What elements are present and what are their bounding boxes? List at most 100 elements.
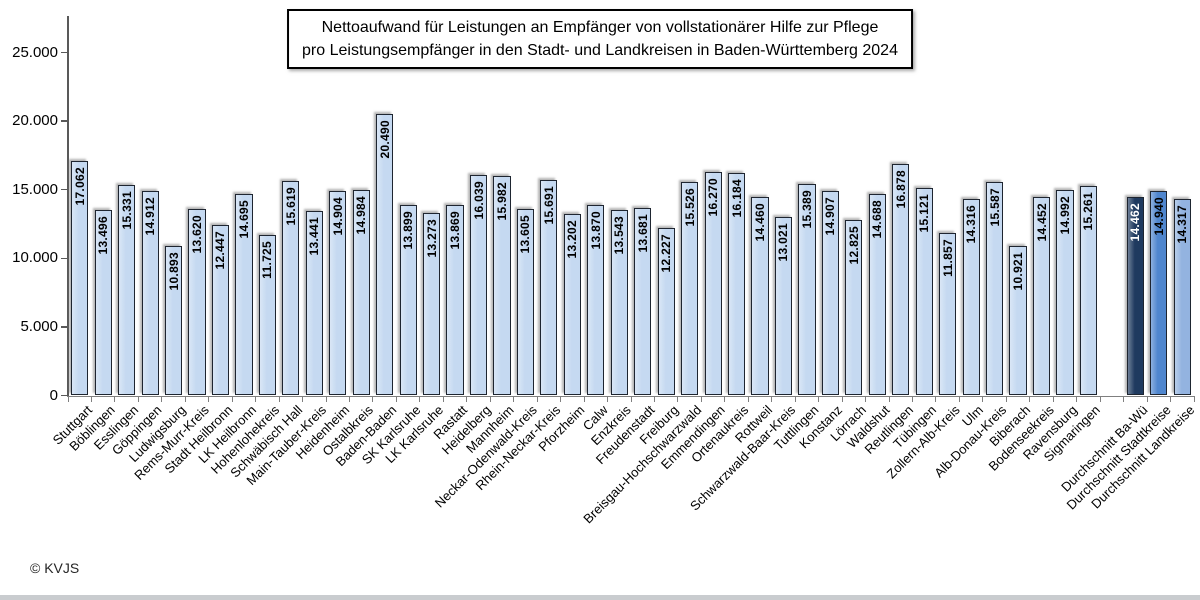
bar-value-label: 11.857 <box>940 238 955 277</box>
bar-value-label: 13.496 <box>96 216 111 255</box>
bar-esslingen: 15.331 <box>118 185 136 396</box>
bar-durchschnitt-landkreise: 14.317 <box>1173 199 1191 396</box>
bar-bodenseekreis: 14.452 <box>1032 197 1051 396</box>
bar-value-label: 15.526 <box>682 188 697 227</box>
x-axis-tick <box>1099 396 1101 402</box>
x-axis-tick <box>607 396 609 402</box>
bar-value-label: 15.389 <box>799 190 814 229</box>
bar-value-label: 14.992 <box>1057 195 1072 235</box>
bar-value-label: 15.331 <box>119 191 134 230</box>
x-axis-tick <box>1005 396 1007 402</box>
bar-hohenlohekreis: 11.725 <box>258 234 276 396</box>
bar-alb-donau-kreis: 15.587 <box>986 181 1004 396</box>
bar-reutlingen: 16.878 <box>892 163 910 396</box>
bar-stadt-heilbronn: 12.447 <box>211 224 230 396</box>
bar-value-label: 14.317 <box>1175 205 1190 244</box>
bar-sk-karlsruhe: 13.899 <box>399 204 417 396</box>
bar-value-label: 14.462 <box>1128 203 1143 242</box>
bar-main-tauber-kreis: 13.441 <box>305 211 323 396</box>
chart-title-line2: pro Leistungsempfänger in den Stadt- und… <box>302 42 898 60</box>
bar-value-label: 10.921 <box>1011 251 1026 291</box>
bar-heidelberg: 16.039 <box>469 175 488 396</box>
bar-value-label: 17.062 <box>72 167 87 206</box>
bar-value-label: 14.452 <box>1034 203 1049 242</box>
bar-mannheim: 15.982 <box>493 176 511 396</box>
bar-heidenheim: 14.904 <box>329 191 347 396</box>
bar-value-label: 13.681 <box>635 213 650 253</box>
chart-title: Nettoaufwand für Leistungen an Empfänger… <box>287 9 913 70</box>
x-axis-tick <box>1123 396 1125 402</box>
x-axis-tick <box>982 396 984 402</box>
bar-tuttlingen: 15.389 <box>798 184 816 396</box>
x-axis-tick <box>865 396 867 402</box>
x-axis-tick <box>325 396 327 402</box>
x-axis-tick <box>489 396 491 402</box>
bar-konstanz: 14.907 <box>821 190 839 396</box>
x-axis-tick <box>888 396 890 402</box>
bar-value-label: 14.695 <box>236 199 251 239</box>
x-axis-tick <box>794 396 796 402</box>
x-axis-tick <box>841 396 843 402</box>
bar-goppingen: 14.912 <box>141 190 159 396</box>
bar-neckar-odenwald-kreis: 13.605 <box>516 208 535 396</box>
bar-value-label: 14.316 <box>964 205 979 244</box>
bar-tubingen: 15.121 <box>915 188 933 396</box>
bar-value-label: 13.543 <box>612 215 627 255</box>
bar-zollern-alb-kreis: 11.857 <box>939 232 957 396</box>
bar-baden-baden: 20.490 <box>376 114 394 396</box>
bar-stuttgart: 17.062 <box>71 161 89 396</box>
x-axis-tick <box>935 396 937 402</box>
bar-breisgau-hochschwarzwald: 15.526 <box>681 182 699 396</box>
bar-durchschnitt-ba-wu: 14.462 <box>1126 197 1144 396</box>
y-axis-tick-label: 0 <box>49 386 58 404</box>
bar-lk-karlsruhe: 13.273 <box>423 213 441 396</box>
bar-sigmaringen: 15.261 <box>1079 186 1098 396</box>
bar-value-label: 15.619 <box>283 187 298 226</box>
x-axis-tick <box>442 396 444 402</box>
bar-value-label: 16.878 <box>893 169 908 209</box>
x-axis-tick <box>1193 396 1195 402</box>
bar-durchschnitt-stadtkreise: 14.940 <box>1150 190 1168 396</box>
bar-schwarzwald-baar-kreis: 13.021 <box>774 216 793 396</box>
bar-ulm: 14.316 <box>962 199 980 396</box>
y-axis-tick-label: 25.000 <box>12 43 58 61</box>
bar-value-label: 15.587 <box>987 187 1002 227</box>
x-axis-tick <box>513 396 515 402</box>
bar-biberach: 10.921 <box>1009 245 1027 396</box>
y-axis-tick <box>61 51 67 54</box>
bar-value-label: 12.447 <box>213 230 228 270</box>
y-axis-tick-label: 20.000 <box>12 112 58 130</box>
bar-emmendingen: 16.270 <box>704 172 722 396</box>
x-axis-tick <box>231 396 233 402</box>
x-axis-tick <box>90 396 92 402</box>
bar-ludwigsburg: 10.893 <box>164 246 183 396</box>
x-axis-tick <box>372 396 374 402</box>
y-axis-tick-label: 5.000 <box>20 317 58 335</box>
x-axis-tick <box>137 396 139 402</box>
bar-value-label: 14.984 <box>354 195 369 235</box>
x-axis-tick <box>771 396 773 402</box>
y-axis-tick <box>61 188 67 191</box>
x-axis-tick <box>700 396 702 402</box>
bar-value-label: 14.688 <box>870 199 885 239</box>
bar-value-label: 16.184 <box>729 179 744 218</box>
x-axis-tick <box>302 396 304 402</box>
bar-freudenstadt: 13.681 <box>634 207 652 396</box>
bar-value-label: 14.940 <box>1151 196 1166 236</box>
x-axis-tick <box>1052 396 1054 402</box>
bar-schwabisch-hall: 15.619 <box>282 181 300 396</box>
y-axis <box>67 16 69 396</box>
bottom-window-strip <box>0 595 1200 600</box>
bar-value-label: 13.273 <box>424 219 439 258</box>
bar-value-label: 12.825 <box>846 225 861 265</box>
x-axis-tick <box>255 396 257 402</box>
bar-calw: 13.870 <box>587 205 605 396</box>
x-axis-tick <box>1170 396 1172 402</box>
bar-rhein-neckar-kreis: 15.691 <box>540 180 558 396</box>
bar-value-label: 14.904 <box>330 197 345 236</box>
y-axis-tick <box>61 120 67 122</box>
x-axis-tick <box>1076 396 1078 402</box>
copyright-label: © KVJS <box>30 560 80 576</box>
x-axis-tick <box>560 396 562 402</box>
